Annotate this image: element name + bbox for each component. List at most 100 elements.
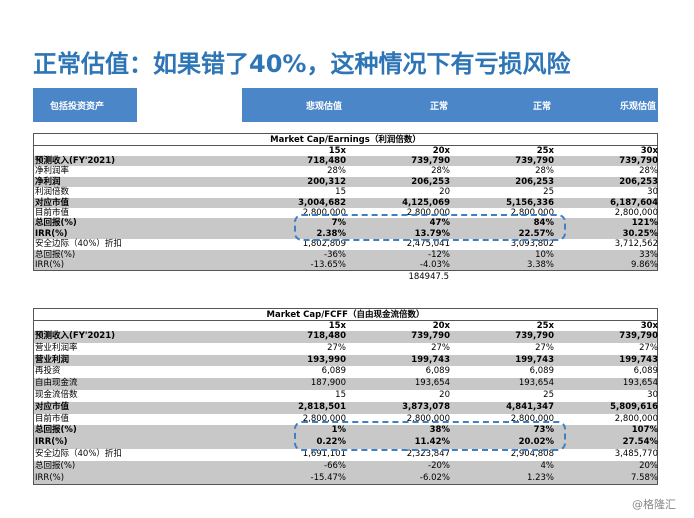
cell-value: 30 [647, 187, 658, 198]
cell-value: 2,323,847 [406, 449, 450, 459]
banner-label: 正常 [533, 102, 552, 112]
cell-value: 2,800,000 [406, 413, 450, 424]
cell-value: 739,790 [411, 156, 450, 166]
table-row: 总回报(%) 7% 47% 84% 121% [34, 218, 658, 229]
table-title: Market Cap/Earnings（利润倍数） [270, 135, 421, 145]
cell-value: 27% [535, 342, 554, 353]
table-note: 184947.5 [408, 272, 449, 283]
row-label: 总回报(%) [35, 425, 77, 436]
column-header: 15x [328, 321, 346, 331]
cell-value: 3,093,802 [510, 239, 554, 250]
rule [34, 145, 657, 146]
cell-value: 3,004,682 [298, 197, 346, 208]
cell-value: 73% [533, 425, 554, 436]
table-row: 对应市值 3,004,682 4,125,069 5,156,336 6,187,604 [34, 197, 658, 208]
cell-value: 4% [540, 460, 555, 471]
row-label: 安全边际（40%）折扣 [35, 239, 122, 250]
cell-value: 1,691,101 [302, 449, 346, 459]
cell-value: -6.02% [419, 472, 450, 483]
table-row: 自由现金流 187,900 193,654 193,654 193,654 [34, 378, 658, 390]
cell-value: 27% [327, 342, 346, 353]
row-label: 总回报(%) [35, 249, 76, 260]
cell-value: 193,990 [307, 354, 346, 365]
table-row: 营业利润 193,990 199,743 199,743 199,743 [34, 354, 658, 367]
cell-value: 4,841,347 [506, 401, 554, 412]
row-label: 总回报(%) [35, 460, 76, 471]
table-row: 总回报(%) 1% 38% 73% 107% [34, 425, 658, 438]
column-header: 15x [328, 146, 346, 156]
cell-value: 20 [439, 187, 450, 198]
row-label: 利润倍数 [35, 187, 70, 198]
highlight-box [294, 421, 566, 451]
rule [34, 320, 657, 321]
cell-value: 5,156,336 [506, 197, 554, 208]
banner-label: 正常 [430, 102, 449, 112]
cell-value: 2,818,501 [298, 401, 346, 412]
row-label: IRR(%) [35, 228, 68, 239]
cell-value: -66% [324, 460, 346, 471]
cell-value: 3,712,562 [614, 239, 658, 250]
cell-value: -12% [428, 249, 450, 260]
cell-value: 3,485,770 [614, 449, 658, 459]
cell-value: 15 [335, 187, 346, 198]
cell-value: 206,253 [515, 176, 554, 187]
cell-value: 27.54% [622, 437, 658, 448]
table-row: 利润倍数 15 20 25 30 [34, 187, 658, 198]
cell-value: 121% [631, 218, 658, 229]
cell-value: 4,125,069 [402, 197, 450, 208]
cell-value: 2,800,000 [614, 413, 658, 424]
slide-title: 正常估值：如果错了40%，这种情况下有亏损风险 [33, 50, 571, 78]
column-header: 20x [432, 146, 450, 156]
cell-value: 718,480 [307, 331, 346, 341]
column-header: 30x [640, 321, 658, 331]
cell-value: 28% [535, 166, 554, 177]
highlight-box [294, 214, 566, 242]
table-row: 预测收入(FY'2021) 718,480 739,790 739,790 739,79… [34, 156, 658, 167]
banner-box [242, 88, 658, 122]
table-row: 营业利润率 27% 27% 27% 27% [34, 342, 658, 355]
row-label: 营业利润 [35, 354, 70, 365]
row-label: 净利润 [35, 176, 61, 187]
cell-value: 7% [331, 218, 346, 229]
row-label: 对应市值 [35, 197, 70, 208]
table-row: 安全边际（40%）折扣 1,691,101 2,323,847 2,904,808 3,… [34, 449, 658, 461]
cell-value: 1.23% [526, 472, 554, 483]
cell-value: 199,743 [515, 354, 554, 365]
banner-box [33, 88, 137, 122]
cell-value: 9.86% [630, 260, 658, 270]
cell-value: 1,802,809 [302, 239, 346, 250]
cell-value: 13.79% [414, 228, 450, 239]
cell-value: 2,800,000 [302, 413, 346, 424]
table-row: 安全边际（40%）折扣 1,802,809 2,475,041 3,093,802 3,… [34, 239, 658, 250]
cell-value: 206,253 [619, 176, 658, 187]
cell-value: 33% [639, 249, 658, 260]
row-label: 总回报(%) [35, 218, 77, 229]
banner-label: 乐观估值 [620, 102, 657, 112]
row-label: IRR(%) [35, 472, 65, 483]
cell-value: 5,809,616 [610, 401, 658, 412]
cell-value: 3.38% [526, 260, 554, 270]
cell-value: 6,089 [425, 366, 450, 377]
table-row: 预测收入(FY'2021) 718,480 739,790 739,790 739,79… [34, 331, 658, 343]
cell-value: -13.65% [310, 260, 346, 270]
cell-value: 200,312 [307, 176, 346, 187]
cell-value: 2,800,000 [406, 208, 450, 218]
cell-value: 6,089 [529, 366, 554, 377]
cell-value: 27% [431, 342, 450, 353]
cell-value: 193,654 [518, 378, 554, 389]
table-row: 再投资 6,089 6,089 6,089 6,089 [34, 366, 658, 378]
cell-value: 6,187,604 [610, 197, 658, 208]
cell-value: 28% [431, 166, 450, 177]
cell-value: 6,089 [321, 366, 346, 377]
cell-value: 25 [543, 390, 554, 400]
cell-value: 739,790 [619, 156, 658, 166]
table-row: IRR(%) -13.65% -4.03% 3.38% 9.86% [34, 260, 658, 271]
cell-value: 2,800,000 [510, 413, 554, 424]
cell-value: 107% [631, 425, 658, 436]
row-label: 目前市值 [35, 208, 70, 218]
cell-value: 199,743 [411, 354, 450, 365]
cell-value: 20 [439, 390, 450, 400]
cell-value: 15 [335, 390, 346, 400]
row-label: 预测收入(FY'2021) [35, 331, 115, 341]
